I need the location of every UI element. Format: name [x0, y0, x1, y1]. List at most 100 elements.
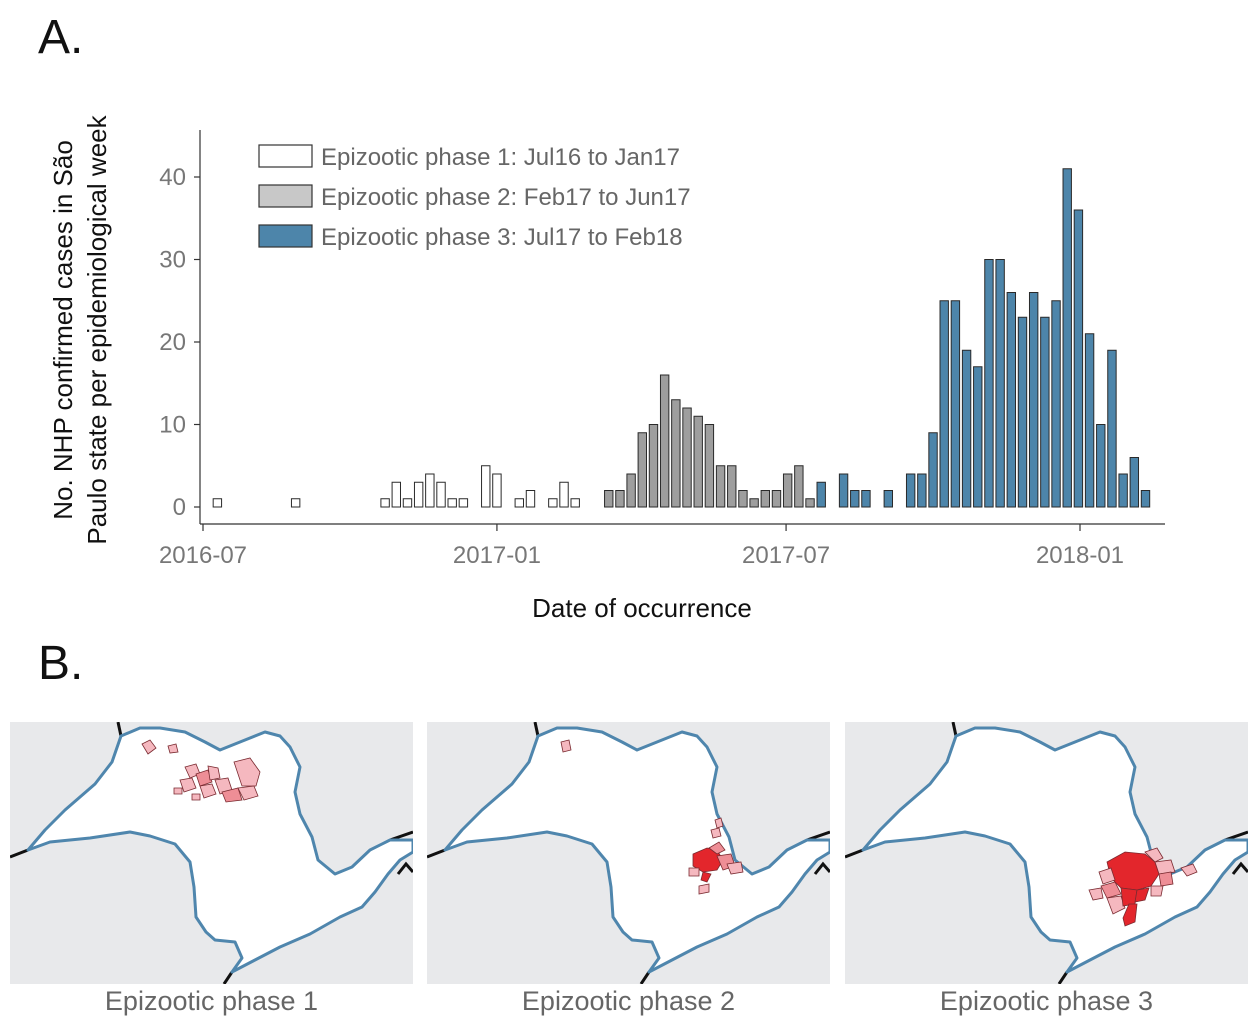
map-phase-2: [427, 722, 830, 984]
bar-phase-2: [704, 424, 715, 508]
map-caption-phase-1: Epizootic phase 1: [104, 986, 319, 1016]
bar-phase-1: [447, 498, 457, 508]
bar-phase-1: [548, 498, 558, 508]
legend-label: Epizootic phase 3: Jul17 to Feb18: [321, 224, 683, 251]
bar-phase-3: [838, 473, 849, 508]
map-phase-1: [10, 722, 413, 984]
bar-phase-2: [659, 374, 670, 508]
case-municipalities: [1088, 847, 1198, 927]
bar-phase-1: [514, 498, 524, 508]
bar-phase-3: [1118, 473, 1128, 508]
bar-phase-3: [1140, 490, 1151, 508]
bar-phase-1: [481, 465, 491, 508]
map-phase-3: [845, 722, 1248, 984]
bar-phase-1: [212, 498, 223, 508]
bar-phase-3: [939, 300, 949, 508]
bar-phase-3: [1040, 316, 1050, 508]
state-outline: [26, 726, 413, 974]
bar-phase-1: [380, 498, 390, 508]
neighbor-border: [533, 722, 540, 737]
panel-a-label: A.: [38, 11, 84, 64]
map-caption-phase-3: Epizootic phase 3: [939, 986, 1154, 1016]
bar-phase-1: [436, 481, 446, 508]
legend-label: Epizootic phase 1: Jul16 to Jan17: [321, 144, 680, 171]
state-outline: [861, 726, 1248, 974]
epizootic-bar-chart: 0 10 20 30 40 2016-07 2017-01 2017-07 2018-01 E…: [48, 114, 1165, 623]
legend-swatch: [258, 184, 313, 208]
bar-phase-2: [615, 490, 625, 508]
bar-series: [212, 168, 1151, 508]
bar-phase-3: [984, 259, 994, 508]
neighbor-border: [813, 861, 830, 875]
bar-phase-1: [492, 473, 502, 508]
legend-swatch: [258, 144, 313, 168]
bar-phase-2: [805, 498, 815, 508]
y-axis-title-line-1: No. NHP confirmed cases in São: [48, 140, 78, 520]
bar-phase-3: [950, 300, 961, 508]
x-tick-label: 2017-07: [742, 542, 830, 569]
bar-phase-1: [391, 481, 401, 508]
bar-phase-2: [727, 465, 737, 508]
neighbor-border: [1231, 861, 1248, 875]
neighbor-border: [845, 848, 864, 859]
legend-label: Epizootic phase 2: Feb17 to Jun17: [321, 184, 691, 211]
bar-phase-3: [1129, 457, 1140, 508]
bar-phase-3: [1096, 424, 1106, 508]
neighbor-border: [116, 722, 123, 737]
neighbor-border: [222, 971, 234, 984]
neighbor-border: [10, 848, 29, 859]
state-outline: [443, 726, 830, 974]
bar-phase-3: [961, 349, 972, 508]
y-tick-label: 30: [159, 247, 186, 274]
case-municipalities: [141, 739, 261, 803]
bar-phase-3: [1073, 209, 1084, 508]
bar-phase-2: [715, 465, 726, 508]
bar-phase-2: [782, 473, 793, 508]
bar-phase-3: [928, 432, 938, 508]
bar-phase-1: [570, 498, 580, 508]
bar-phase-3: [905, 473, 916, 508]
case-municipalities: [560, 739, 744, 895]
bar-phase-2: [648, 424, 659, 508]
y-axis-title-line-2: Paulo state per epidemiological week: [82, 114, 112, 544]
bar-phase-1: [525, 490, 536, 508]
bar-phase-2: [693, 415, 703, 508]
y-axis: 0 10 20 30 40: [159, 130, 201, 524]
bar-phase-2: [749, 498, 759, 508]
bar-phase-3: [1028, 292, 1039, 508]
bar-phase-3: [995, 259, 1005, 508]
y-tick-label: 40: [159, 164, 186, 191]
neighbor-border: [427, 848, 446, 859]
bar-phase-3: [973, 366, 983, 508]
bar-phase-2: [682, 407, 692, 508]
x-axis: 2016-07 2017-01 2017-07 2018-01: [159, 523, 1165, 569]
legend-swatch: [258, 224, 313, 248]
neighbor-border: [951, 722, 958, 737]
bar-phase-1: [413, 481, 424, 508]
y-tick-label: 10: [159, 412, 186, 439]
bar-phase-3: [816, 481, 826, 508]
x-tick-label: 2016-07: [159, 542, 247, 569]
bar-phase-2: [604, 490, 614, 508]
bar-phase-2: [738, 490, 748, 508]
bar-phase-3: [1051, 300, 1061, 508]
bar-phase-3: [883, 490, 894, 508]
bar-phase-1: [458, 498, 469, 508]
bar-phase-3: [1084, 333, 1095, 508]
neighbor-border: [396, 861, 413, 875]
bar-phase-3: [1006, 292, 1017, 508]
x-axis-title: Date of occurrence: [532, 593, 752, 623]
bar-phase-3: [1062, 168, 1072, 508]
x-tick-label: 2017-01: [453, 542, 541, 569]
bar-phase-1: [425, 473, 435, 508]
bar-phase-2: [637, 432, 647, 508]
bar-phase-3: [917, 473, 927, 508]
bar-phase-3: [861, 490, 871, 508]
bar-phase-2: [794, 465, 804, 508]
bar-phase-3: [1107, 349, 1117, 508]
y-tick-label: 20: [159, 329, 186, 356]
bar-phase-2: [626, 473, 636, 508]
neighbor-border: [1057, 971, 1069, 984]
bar-phase-3: [1017, 316, 1028, 508]
bar-phase-2: [771, 490, 782, 508]
